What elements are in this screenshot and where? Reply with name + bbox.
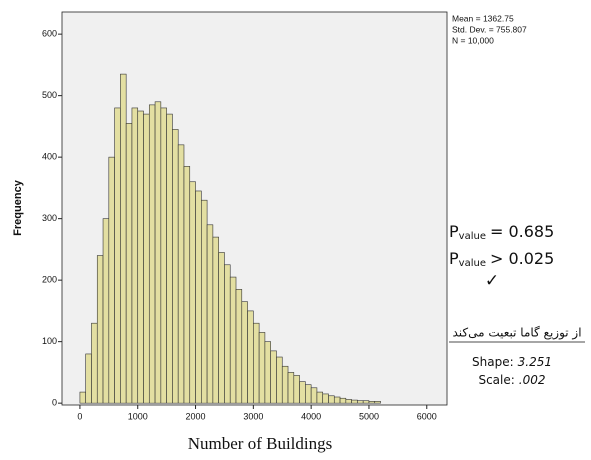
bar: [172, 129, 179, 404]
bar: [114, 107, 121, 404]
bar: [281, 365, 289, 404]
p-symbol: P: [449, 222, 459, 241]
stat-line: Std. Dev. = 755.807: [452, 24, 527, 34]
bar: [79, 391, 87, 404]
bar: [177, 144, 185, 404]
bar: [305, 384, 312, 404]
x-tick-label: 5000: [359, 411, 379, 421]
bar: [241, 301, 248, 404]
bar: [154, 101, 162, 404]
parameter-name: Scale:: [478, 373, 514, 387]
p-subscript: value: [459, 258, 486, 269]
bar: [247, 310, 254, 404]
y-tick-label: 200: [42, 275, 57, 285]
bar: [85, 353, 92, 404]
bar: [148, 104, 156, 404]
bar: [224, 264, 231, 404]
p-text: > 0.025: [490, 249, 554, 268]
bar: [160, 107, 167, 404]
bar: [125, 123, 133, 404]
bar: [102, 218, 110, 404]
x-tick-label: 4000: [301, 411, 321, 421]
p-subscript: value: [459, 231, 486, 242]
x-tick-label: 6000: [417, 411, 437, 421]
bar: [339, 397, 347, 404]
x-tick-label: 0: [77, 411, 82, 421]
bar: [316, 391, 324, 404]
y-tick-label: 300: [42, 213, 57, 223]
bar: [195, 190, 202, 404]
bar: [120, 73, 127, 404]
conclusion: از توزیع گاما تبعیت می‌کند: [452, 326, 581, 341]
bar: [374, 401, 381, 404]
p-symbol: P: [449, 249, 459, 268]
bar: [362, 400, 370, 404]
bar: [333, 396, 341, 404]
bar: [253, 322, 260, 404]
bar: [137, 110, 144, 404]
bar: [143, 113, 150, 404]
bar: [368, 401, 376, 404]
x-axis-label: Number of Buildings: [188, 434, 333, 453]
bar: [345, 399, 352, 404]
p-value: Pvalue > 0.025: [449, 249, 554, 270]
bar: [201, 199, 208, 404]
bar: [293, 375, 300, 404]
bar: [235, 289, 243, 404]
bar: [91, 322, 98, 404]
y-tick-label: 400: [42, 152, 57, 162]
stat-line: Mean = 1362.75: [452, 13, 514, 23]
bar: [131, 107, 139, 404]
bar: [108, 156, 115, 404]
bar: [276, 356, 283, 404]
bar: [287, 372, 295, 404]
bar: [229, 276, 237, 404]
bar: [189, 181, 196, 404]
parameter: Scale: .002: [478, 373, 545, 387]
check-mark: ✓: [485, 271, 499, 291]
stat-line: N = 10,000: [452, 35, 494, 45]
p-value: Pvalue = 0.685: [449, 222, 554, 243]
bar: [212, 236, 219, 404]
bar: [270, 350, 277, 404]
bar: [206, 224, 214, 404]
bar: [264, 341, 271, 404]
bar: [351, 399, 358, 404]
parameter-value: 3.251: [518, 355, 552, 369]
parameter-value: .002: [519, 373, 546, 387]
bar: [310, 387, 318, 404]
bar: [322, 393, 329, 404]
x-tick-label: 3000: [243, 411, 263, 421]
y-tick-label: 600: [42, 29, 57, 39]
bar: [299, 381, 306, 404]
bar: [183, 166, 191, 404]
parameter: Shape: 3.251: [472, 355, 552, 369]
bar: [166, 113, 173, 404]
bar: [258, 332, 266, 404]
y-tick-label: 0: [52, 398, 57, 408]
x-tick-label: 2000: [186, 411, 206, 421]
y-axis-label: Frequency: [12, 179, 24, 236]
x-tick-label: 1000: [128, 411, 148, 421]
bar: [96, 255, 104, 404]
y-tick-label: 500: [42, 90, 57, 100]
p-text: = 0.685: [490, 222, 554, 241]
bar: [357, 400, 364, 404]
bar: [328, 395, 335, 404]
parameter-name: Shape:: [472, 355, 514, 369]
y-tick-label: 100: [42, 336, 57, 346]
bar: [218, 252, 225, 404]
